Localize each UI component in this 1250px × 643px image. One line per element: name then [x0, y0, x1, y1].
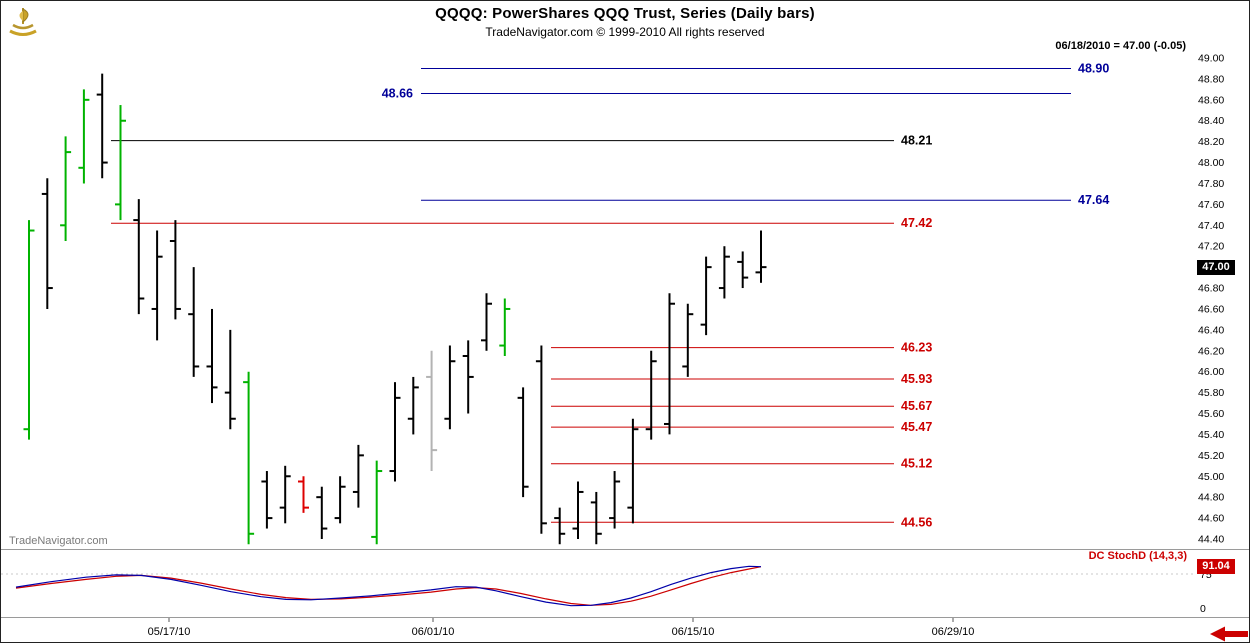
svg-text:45.20: 45.20 [1198, 450, 1224, 462]
svg-text:06/15/10: 06/15/10 [672, 626, 715, 638]
svg-text:45.80: 45.80 [1198, 387, 1224, 399]
svg-text:48.40: 48.40 [1198, 115, 1224, 127]
svg-text:48.60: 48.60 [1198, 94, 1224, 106]
level-price-label: 45.47 [901, 420, 932, 434]
level-price-label: 45.67 [901, 399, 932, 413]
level-price-label: 48.66 [382, 87, 413, 101]
copyright-line: TradeNavigator.com © 1999-2010 All right… [485, 25, 765, 39]
svg-text:46.00: 46.00 [1198, 366, 1224, 378]
svg-text:0: 0 [1200, 603, 1206, 615]
svg-text:46.20: 46.20 [1198, 345, 1224, 357]
stoch-value-tag: 91.04 [1197, 559, 1235, 574]
stoch-indicator-label: DC StochD (14,3,3) [1088, 550, 1187, 562]
panel-divider [1, 549, 1249, 550]
chart-title: QQQQ: PowerShares QQQ Trust, Series (Dai… [435, 5, 815, 22]
svg-text:44.60: 44.60 [1198, 513, 1224, 525]
level-price-label: 45.12 [901, 457, 932, 471]
level-price-label: 44.56 [901, 515, 932, 529]
svg-text:49.00: 49.00 [1198, 53, 1224, 65]
support-resistance-lines: 48.90 48.66 48.21 47.64 47.42 46.23 45.93 45.67… [111, 61, 1109, 529]
watermark: TradeNavigator.com [9, 535, 108, 547]
svg-text:44.80: 44.80 [1198, 492, 1224, 504]
svg-text:46.40: 46.40 [1198, 324, 1224, 336]
stoch-d-line [15, 566, 762, 606]
level-price-label: 48.21 [901, 134, 932, 148]
level-price-label: 47.42 [901, 216, 932, 230]
date-axis-labels: 05/17/10 06/01/10 06/15/10 06/29/10 [148, 618, 975, 638]
svg-text:75: 75 [1200, 569, 1212, 581]
svg-text:47.20: 47.20 [1198, 241, 1224, 253]
stoch-k-line [15, 565, 762, 607]
axis-divider [1, 617, 1249, 618]
svg-text:47.40: 47.40 [1198, 220, 1224, 232]
svg-text:45.40: 45.40 [1198, 429, 1224, 441]
svg-text:46.80: 46.80 [1198, 283, 1224, 295]
last-quote-readout: 06/18/2010 = 47.00 (-0.05) [1055, 40, 1186, 52]
price-bars [23, 73, 767, 545]
svg-text:46.60: 46.60 [1198, 303, 1224, 315]
svg-text:48.00: 48.00 [1198, 157, 1224, 169]
scroll-left-arrow-icon[interactable] [1207, 625, 1250, 643]
level-price-label: 47.64 [1078, 193, 1109, 207]
brand-logo-icon [5, 4, 41, 40]
svg-text:48.20: 48.20 [1198, 136, 1224, 148]
svg-text:45.00: 45.00 [1198, 471, 1224, 483]
svg-text:05/17/10: 05/17/10 [148, 626, 191, 638]
svg-text:44.40: 44.40 [1198, 534, 1224, 546]
svg-text:48.80: 48.80 [1198, 73, 1224, 85]
svg-text:47.80: 47.80 [1198, 178, 1224, 190]
stochastic-lines: 75 0 [1, 565, 1212, 615]
level-price-label: 45.93 [901, 372, 932, 386]
last-price-tag: 47.00 [1197, 260, 1235, 275]
level-price-label: 48.90 [1078, 61, 1109, 75]
level-price-label: 46.23 [901, 341, 932, 355]
svg-text:45.60: 45.60 [1198, 408, 1224, 420]
price-axis-labels: 49.00 48.80 48.60 48.40 48.20 48.00 47.80 47.60… [1198, 53, 1224, 546]
svg-text:47.60: 47.60 [1198, 199, 1224, 211]
svg-text:06/01/10: 06/01/10 [412, 626, 455, 638]
svg-text:06/29/10: 06/29/10 [932, 626, 975, 638]
